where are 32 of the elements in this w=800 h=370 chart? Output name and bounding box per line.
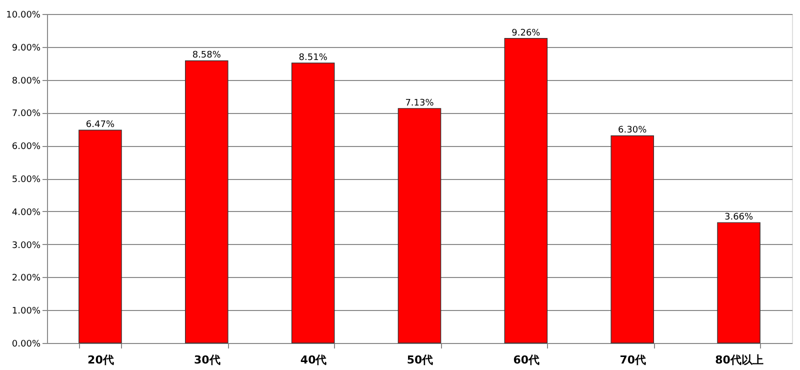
bar [398,108,442,344]
x-tick-label: 20代 [88,354,114,366]
data-label: 7.13% [405,98,434,108]
y-tick-label: 8.00% [12,76,41,86]
data-label: 8.58% [192,50,222,61]
data-label: 8.51% [298,53,328,64]
data-label: 9.26% [512,28,541,38]
y-tick-label: 1.00% [12,306,41,317]
y-tick-label: 6.00% [12,142,41,152]
x-tick-label: 40代 [300,354,327,366]
x-tick-label: 30代 [194,354,220,366]
bar [78,130,122,344]
bar [717,222,760,344]
y-tick-label: 9.00% [12,43,41,54]
bar [504,38,548,344]
x-tick-label: 50代 [406,354,434,366]
data-label: 3.66% [724,212,754,223]
x-tick-label: 60代 [513,354,540,366]
x-tick-label: 80代以上 [715,354,764,366]
y-tick-label: 0.00% [12,340,41,350]
y-tick-label: 10.00% [6,10,41,20]
bar [185,60,228,344]
y-tick-label: 3.00% [12,240,41,251]
x-tick-label: 70代 [620,354,646,366]
data-label: 6.30% [618,126,648,136]
y-tick-label: 7.00% [12,109,41,120]
y-tick-label: 4.00% [12,208,41,218]
y-tick-label: 2.00% [12,274,41,284]
data-label: 6.47% [86,120,115,130]
bar [291,62,335,344]
y-tick-label: 5.00% [12,175,41,185]
bar [610,135,654,344]
